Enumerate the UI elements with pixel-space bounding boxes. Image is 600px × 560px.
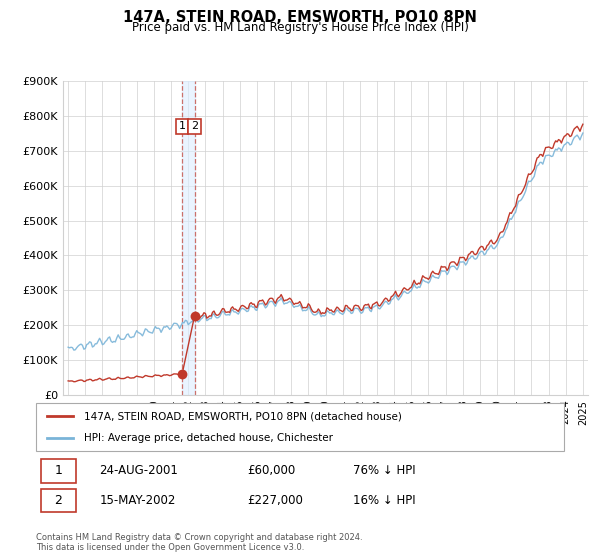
- Text: 24-AUG-2001: 24-AUG-2001: [100, 464, 178, 478]
- Text: 147A, STEIN ROAD, EMSWORTH, PO10 8PN: 147A, STEIN ROAD, EMSWORTH, PO10 8PN: [123, 10, 477, 25]
- Point: [190, 311, 199, 320]
- Text: HPI: Average price, detached house, Chichester: HPI: Average price, detached house, Chic…: [83, 433, 332, 443]
- Text: This data is licensed under the Open Government Licence v3.0.: This data is licensed under the Open Gov…: [36, 543, 304, 552]
- Text: 16% ↓ HPI: 16% ↓ HPI: [353, 494, 415, 507]
- Text: 1: 1: [55, 464, 62, 478]
- Text: Contains HM Land Registry data © Crown copyright and database right 2024.: Contains HM Land Registry data © Crown c…: [36, 533, 362, 542]
- Text: 76% ↓ HPI: 76% ↓ HPI: [353, 464, 415, 478]
- Bar: [41, 459, 76, 483]
- Text: £60,000: £60,000: [247, 464, 295, 478]
- Bar: [41, 489, 76, 512]
- Text: £227,000: £227,000: [247, 494, 303, 507]
- Text: 147A, STEIN ROAD, EMSWORTH, PO10 8PN (detached house): 147A, STEIN ROAD, EMSWORTH, PO10 8PN (de…: [83, 411, 401, 421]
- Text: Price paid vs. HM Land Registry's House Price Index (HPI): Price paid vs. HM Land Registry's House …: [131, 21, 469, 34]
- Text: 15-MAY-2002: 15-MAY-2002: [100, 494, 176, 507]
- Point: [178, 370, 187, 379]
- Text: 2: 2: [55, 494, 62, 507]
- Bar: [182, 81, 194, 395]
- Text: 2: 2: [191, 122, 198, 132]
- Text: 1: 1: [179, 122, 185, 132]
